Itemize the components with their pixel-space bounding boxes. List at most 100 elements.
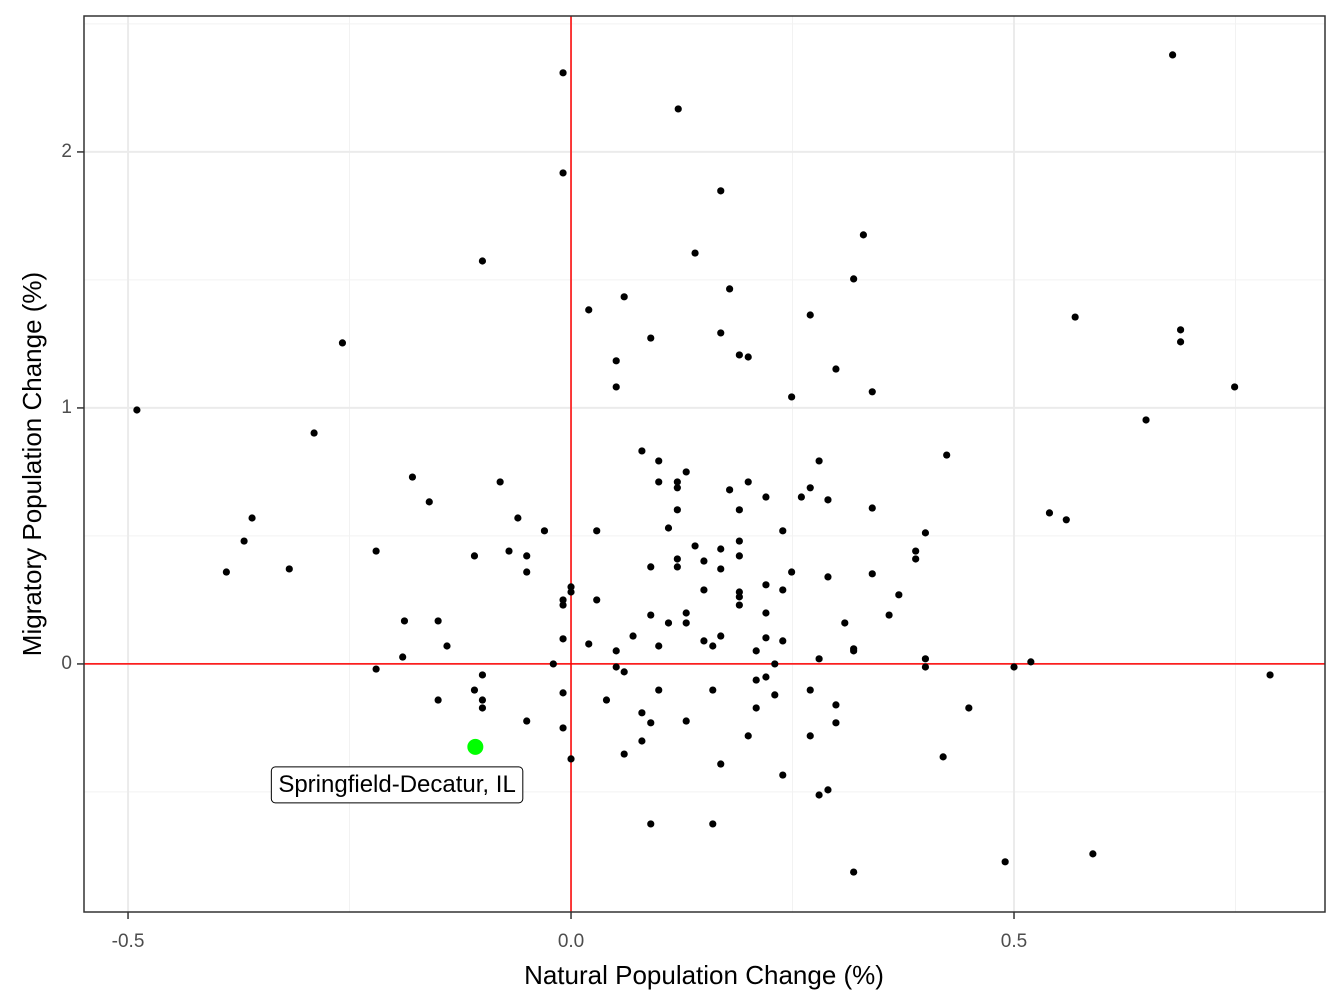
- point: [612, 357, 620, 365]
- point: [744, 478, 752, 486]
- x-tick-label: 0.0: [558, 931, 584, 952]
- point: [248, 514, 256, 522]
- panel-border: [83, 15, 1326, 913]
- point: [762, 609, 770, 617]
- point: [709, 642, 717, 650]
- point: [478, 257, 487, 265]
- point: [673, 478, 681, 486]
- point: [1231, 383, 1239, 391]
- point: [655, 642, 663, 650]
- point: [505, 547, 513, 555]
- point: [408, 473, 417, 481]
- point: [691, 542, 699, 550]
- point: [1001, 858, 1009, 866]
- point: [523, 717, 531, 725]
- point: [1027, 658, 1035, 666]
- point: [815, 791, 823, 799]
- point: [752, 676, 760, 684]
- point: [717, 760, 725, 768]
- point: [682, 717, 690, 725]
- point: [885, 611, 893, 619]
- point: [638, 709, 646, 717]
- point: [717, 565, 725, 573]
- point: [850, 275, 858, 283]
- y-tick-label: 0: [61, 653, 72, 674]
- point: [559, 69, 567, 77]
- point: [717, 329, 725, 337]
- point: [638, 447, 646, 455]
- point: [673, 506, 681, 514]
- point: [788, 568, 796, 576]
- point: [612, 663, 620, 671]
- point: [895, 591, 903, 599]
- point: [868, 388, 876, 396]
- point: [735, 552, 743, 560]
- point: [682, 468, 690, 476]
- point: [655, 686, 663, 694]
- point: [921, 655, 930, 663]
- point: [912, 547, 920, 555]
- point-label: Springfield-Decatur, IL: [278, 771, 515, 798]
- point: [620, 668, 628, 676]
- x-axis-title: Natural Population Change (%): [524, 960, 884, 990]
- point: [602, 696, 611, 704]
- point: [868, 570, 876, 578]
- point: [779, 586, 787, 594]
- point: [868, 504, 876, 512]
- point: [735, 506, 743, 514]
- x-tick-label: 0.5: [1001, 931, 1027, 952]
- point: [815, 457, 823, 465]
- point: [647, 334, 655, 342]
- point: [691, 249, 699, 257]
- point: [620, 293, 628, 301]
- point: [797, 493, 805, 501]
- point: [717, 545, 725, 553]
- point: [673, 563, 681, 571]
- point: [921, 663, 930, 671]
- point: [744, 353, 752, 361]
- point: [762, 581, 770, 589]
- point: [735, 351, 743, 359]
- point: [647, 611, 655, 619]
- point: [478, 671, 487, 679]
- point: [285, 565, 293, 573]
- point: [222, 568, 230, 576]
- y-tick-label: 1: [61, 397, 72, 418]
- point: [338, 339, 347, 347]
- point: [585, 306, 593, 314]
- point: [832, 719, 840, 727]
- point: [593, 596, 601, 604]
- point: [815, 655, 823, 663]
- point: [700, 586, 708, 594]
- point: [523, 552, 531, 560]
- point: [806, 732, 814, 740]
- point: [1062, 516, 1070, 524]
- point: [850, 647, 858, 655]
- point: [434, 696, 442, 704]
- point: [788, 393, 796, 401]
- label-box: [270, 766, 524, 804]
- point: [859, 231, 868, 239]
- point: [841, 619, 849, 627]
- point: [478, 696, 487, 704]
- highlight-point: [467, 738, 484, 755]
- point: [372, 665, 380, 673]
- point: [1176, 338, 1185, 346]
- point: [1045, 509, 1054, 517]
- y-tick-label: 2: [61, 141, 72, 162]
- point: [673, 555, 681, 563]
- point: [240, 537, 248, 545]
- point: [540, 527, 549, 535]
- x-tick-label: -0.5: [112, 931, 145, 952]
- point: [559, 724, 567, 732]
- point: [735, 593, 743, 601]
- point: [709, 686, 717, 694]
- point: [779, 637, 787, 645]
- point: [593, 527, 601, 535]
- point: [965, 704, 973, 712]
- point: [478, 704, 487, 712]
- point: [559, 169, 567, 177]
- point: [912, 555, 920, 563]
- point: [806, 311, 814, 319]
- point: [709, 820, 717, 828]
